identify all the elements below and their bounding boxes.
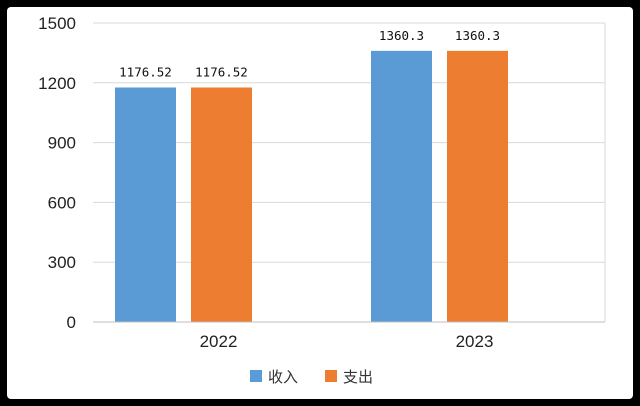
y-tick-label: 600: [48, 193, 76, 212]
data-label-2023-0: 1360.3: [379, 28, 424, 43]
y-tick-label: 1500: [38, 14, 76, 33]
chart-frame: [7, 7, 633, 399]
bar-2022-1: [191, 87, 252, 322]
x-axis: 2022 2023: [93, 321, 605, 351]
y-tick-label: 900: [48, 134, 76, 153]
x-tick-label-2023: 2023: [456, 332, 494, 351]
legend: 收入 支出: [250, 368, 373, 386]
bar-2023-1: [447, 50, 508, 323]
bar-2022-0: [115, 87, 176, 322]
data-label-2023-1: 1360.3: [455, 28, 500, 43]
data-label-2022-1: 1176.52: [195, 64, 248, 79]
legend-label-expense: 支出: [343, 368, 373, 386]
bar-2023-0: [371, 50, 432, 323]
x-tick-label-2022: 2022: [200, 332, 238, 351]
legend-label-income: 收入: [268, 368, 298, 386]
y-tick-label: 0: [67, 313, 76, 332]
legend-swatch-expense: [325, 370, 337, 382]
y-tick-label: 300: [48, 253, 76, 272]
legend-swatch-income: [250, 370, 262, 382]
data-labels: 1176.52 1176.52 1360.3 1360.3: [119, 28, 500, 80]
y-tick-label: 1200: [38, 74, 76, 93]
bars: [115, 50, 508, 323]
y-axis: 0 300 600 900 1200 1500: [38, 14, 76, 332]
data-label-2022-0: 1176.52: [119, 64, 172, 79]
